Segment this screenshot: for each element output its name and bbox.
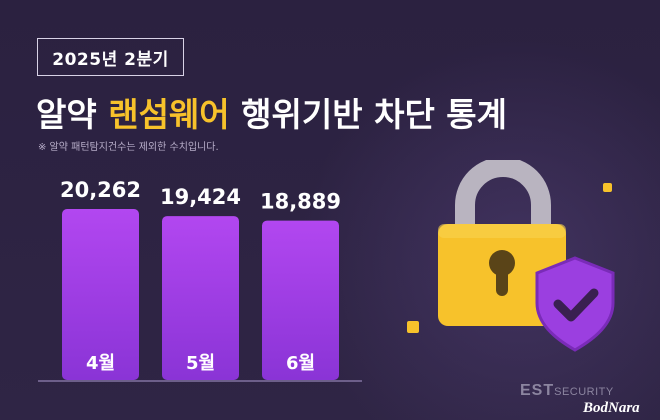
shield-icon (535, 256, 615, 352)
brand-name: EST (520, 382, 555, 399)
bar-value-label: 18,889 (260, 190, 341, 214)
category-label: 5월 (186, 353, 215, 374)
decor-dot (603, 183, 612, 192)
footnote: ※ 알약 패턴탐지건수는 제외한 수치입니다. (38, 142, 219, 153)
bar-0 (62, 209, 139, 380)
title-part1: 알약 (36, 95, 109, 134)
decor-dot (407, 321, 419, 333)
bar-2 (262, 220, 339, 380)
page-title: 알약 랜섬웨어 행위기반 차단 통계 (36, 88, 507, 136)
title-part2: 행위기반 차단 통계 (229, 95, 508, 134)
brand-logo: ESTSECURITY (520, 382, 614, 400)
bar-chart: 20,262 4월 19,424 5월 18,889 6월 (38, 178, 362, 382)
padlock-shackle (455, 160, 551, 230)
period-badge: 2025년 2분기 (37, 38, 184, 76)
bar-1 (162, 216, 239, 380)
padlock-icon (438, 160, 615, 352)
keyhole-icon (489, 250, 515, 276)
category-label: 6월 (286, 353, 315, 374)
watermark: BodNara (583, 400, 640, 416)
brand-suffix: SECURITY (554, 386, 614, 398)
bar-value-label: 19,424 (160, 185, 241, 209)
checkmark-icon (553, 288, 599, 322)
category-label: 4월 (86, 353, 115, 374)
bar-value-label: 20,262 (60, 178, 141, 202)
title-highlight: 랜섬웨어 (108, 95, 230, 134)
